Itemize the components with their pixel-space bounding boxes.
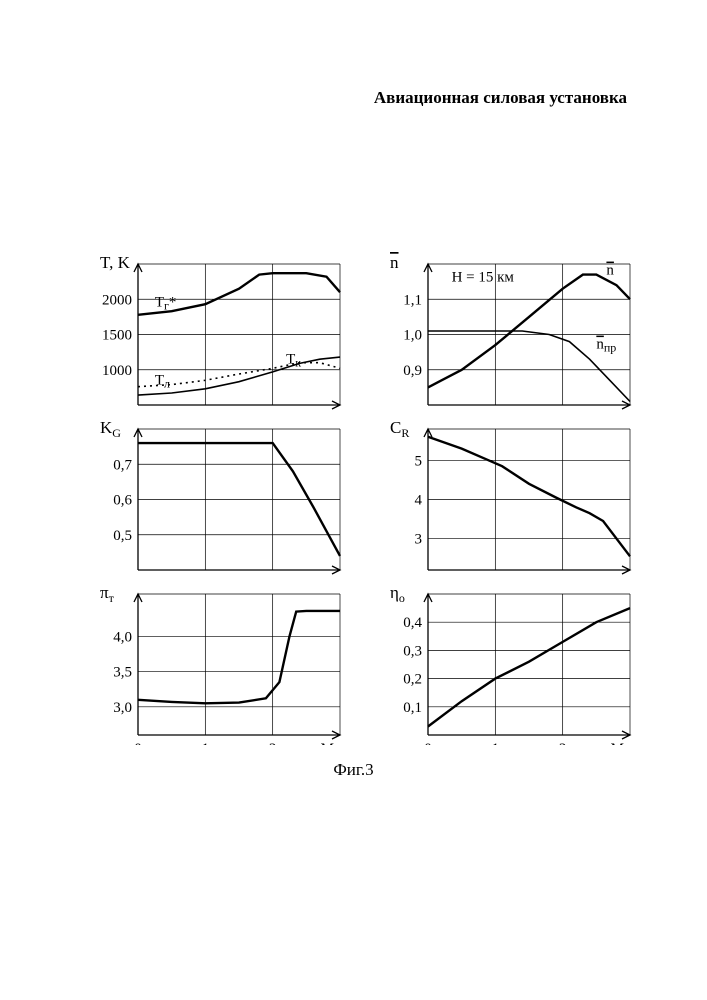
panel-container-temperature: 1000 1500 2000 T, K Tг* Tл Tк xyxy=(90,250,350,415)
series-label-n_bar: n xyxy=(606,263,614,279)
ylabel: πт xyxy=(100,583,115,605)
xtick-label: 0 xyxy=(424,741,432,745)
ytick-label: 3,0 xyxy=(113,700,132,716)
series-label-T_l: Tл xyxy=(155,373,170,391)
ylabel: T, K xyxy=(100,253,131,272)
ytick-label: 1500 xyxy=(102,328,132,344)
ytick-label: 0,7 xyxy=(113,457,132,473)
panel-temperature: 1000 1500 2000 T, K Tг* Tл Tк xyxy=(90,250,350,415)
xaxis-end-label: M xyxy=(611,741,624,745)
ytick-label: 3 xyxy=(415,532,423,548)
ytick-label: 2000 xyxy=(102,292,132,308)
ylabel: n xyxy=(390,253,399,272)
ytick-label: 1,0 xyxy=(403,328,422,344)
ytick-label: 4,0 xyxy=(113,629,132,645)
series-label-T_k: Tк xyxy=(286,351,301,369)
panel-container-kg: 0,5 0,6 0,7 KG xyxy=(90,415,350,580)
ytick-label: 0,1 xyxy=(403,700,422,716)
ytick-label: 1,1 xyxy=(403,292,422,308)
figure-label: Фиг.3 xyxy=(0,760,707,780)
ylabel: ηо xyxy=(390,583,405,605)
ytick-label: 3,5 xyxy=(113,665,132,681)
series-label-T_g_star: Tг* xyxy=(155,294,177,312)
panel-cr: 3 4 5 CR xyxy=(380,415,640,580)
ytick-label: 5 xyxy=(415,453,423,469)
xtick-label: 1 xyxy=(202,741,210,745)
ytick-label: 0,3 xyxy=(403,643,422,659)
panel-pi_t: 3,0 3,5 4,0 0 1 2 Mπт xyxy=(90,580,350,745)
panel-container-eta: 0,1 0,2 0,3 0,4 0 1 2 Mηо xyxy=(380,580,640,767)
xtick-label: 2 xyxy=(269,741,277,745)
ytick-label: 4 xyxy=(415,493,423,509)
ytick-label: 1000 xyxy=(102,363,132,379)
ytick-label: 0,9 xyxy=(403,363,422,379)
chart-grid: 100015002000T, KTг*TлTк0,91,01,1nH = 15 … xyxy=(90,250,640,745)
series-pit xyxy=(138,611,340,703)
series-label-n_pr: nпр xyxy=(596,337,616,355)
xtick-label: 1 xyxy=(492,741,500,745)
annotation: H = 15 км xyxy=(452,270,515,286)
ylabel: CR xyxy=(390,418,409,440)
xaxis-end-label: M xyxy=(321,741,334,745)
panel-n_bar: 0,9 1,0 1,1 n H = 15 км n nпр xyxy=(380,250,640,415)
xtick-label: 2 xyxy=(559,741,567,745)
ytick-label: 0,5 xyxy=(113,528,132,544)
panel-container-pi_t: 3,0 3,5 4,0 0 1 2 Mπт xyxy=(90,580,350,767)
panel-container-cr: 3 4 5 CR xyxy=(380,415,640,580)
ytick-label: 0,2 xyxy=(403,672,422,688)
xtick-label: 0 xyxy=(134,741,142,745)
panel-container-n_bar: 0,9 1,0 1,1 n H = 15 км n nпр xyxy=(380,250,640,415)
panel-kg: 0,5 0,6 0,7 KG xyxy=(90,415,350,580)
ytick-label: 0,6 xyxy=(113,493,132,509)
panel-eta: 0,1 0,2 0,3 0,4 0 1 2 Mηо xyxy=(380,580,640,745)
ytick-label: 0,4 xyxy=(403,615,422,631)
ylabel: KG xyxy=(100,418,121,440)
series-eta xyxy=(428,608,630,726)
page-title: Авиационная силовая установка xyxy=(374,88,627,108)
